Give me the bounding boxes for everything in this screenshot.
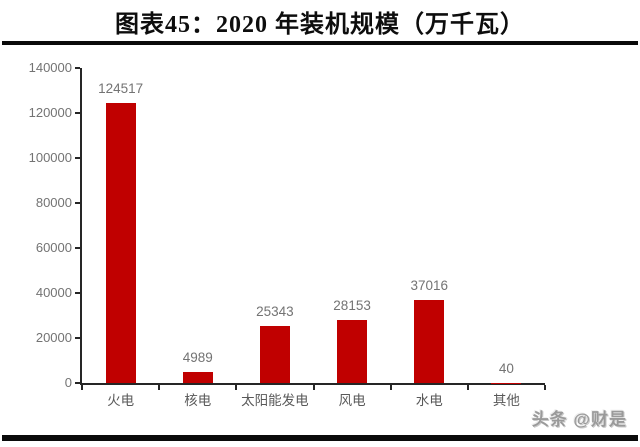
y-axis-tick-label: 120000 [28, 105, 72, 120]
bar-value-label: 28153 [333, 297, 371, 313]
bar-value-label: 37016 [410, 277, 449, 293]
y-axis-tick [75, 337, 80, 339]
x-axis-tick [235, 385, 238, 390]
x-axis-tick [158, 385, 161, 390]
x-axis-tick [466, 385, 469, 390]
x-axis-category-label: 风电 [338, 393, 366, 408]
x-axis-tick [81, 385, 83, 390]
bar-火电 [105, 102, 136, 383]
x-axis-category-label: 水电 [415, 393, 443, 408]
x-axis-category-label: 其他 [492, 393, 520, 408]
x-axis-tick [389, 385, 392, 390]
x-axis-tick [544, 385, 546, 390]
bar-核电 [182, 371, 213, 383]
chart-title: 图表45：2020 年装机规模（万千瓦） [115, 12, 525, 38]
y-axis-tick [75, 247, 80, 249]
y-axis-tick-label: 140000 [28, 60, 72, 75]
watermark: 头条 @财是 [531, 410, 627, 429]
y-axis-tick-label: 20000 [35, 330, 72, 345]
y-axis-tick [75, 202, 80, 204]
bar-value-label: 4989 [182, 349, 213, 365]
y-axis-tick [75, 382, 80, 384]
bar-风电 [337, 319, 368, 383]
bar-value-label: 40 [498, 360, 514, 376]
bar-太阳能发电 [259, 325, 290, 383]
bar-value-label: 25343 [256, 303, 294, 319]
bar-value-label: 124517 [98, 80, 144, 96]
y-axis-tick [75, 157, 80, 159]
y-axis-tick-label: 60000 [35, 240, 72, 255]
y-axis-tick-label: 0 [64, 375, 72, 390]
y-axis-tick-label: 40000 [35, 285, 72, 300]
x-axis-tick [312, 385, 315, 390]
y-axis-tick [75, 292, 80, 294]
y-axis-tick-label: 100000 [28, 150, 72, 165]
x-axis-category-label: 核电 [184, 393, 212, 408]
y-axis-tick [75, 67, 80, 69]
y-axis-tick-label: 80000 [35, 195, 72, 210]
x-axis-category-label: 火电 [107, 393, 135, 408]
bottom-divider-line [2, 435, 638, 441]
x-axis-category-label: 太阳能发电 [241, 393, 309, 408]
title-divider-line [2, 41, 638, 45]
plot-area: 0 20000 40000 60000 80000 100000 120000 140000 1… [29, 60, 546, 408]
bar-水电 [414, 299, 445, 383]
y-axis-tick [75, 112, 80, 114]
